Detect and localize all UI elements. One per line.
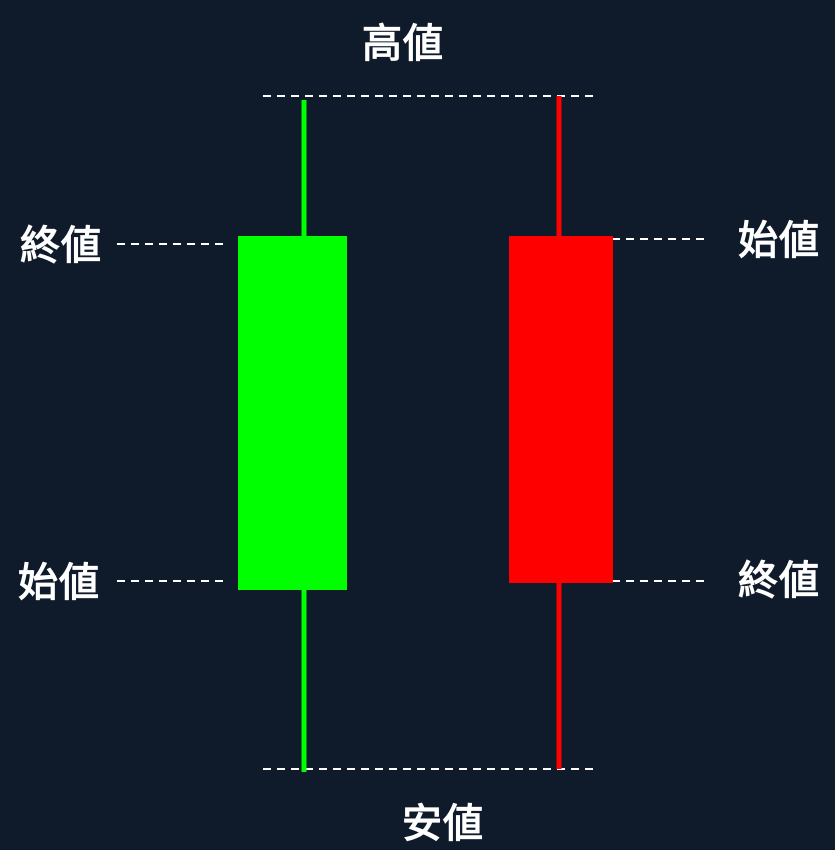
bearish-close-label: 終値 [738, 558, 820, 604]
bearish-open-label: 始値 [738, 218, 820, 264]
bullish-open-label: 始値 [18, 560, 100, 606]
high-label: 高値 [362, 21, 444, 67]
bearish-body [509, 236, 613, 583]
low-label: 安値 [402, 801, 484, 847]
bullish-body [238, 236, 347, 590]
bullish-close-label: 終値 [20, 223, 102, 269]
